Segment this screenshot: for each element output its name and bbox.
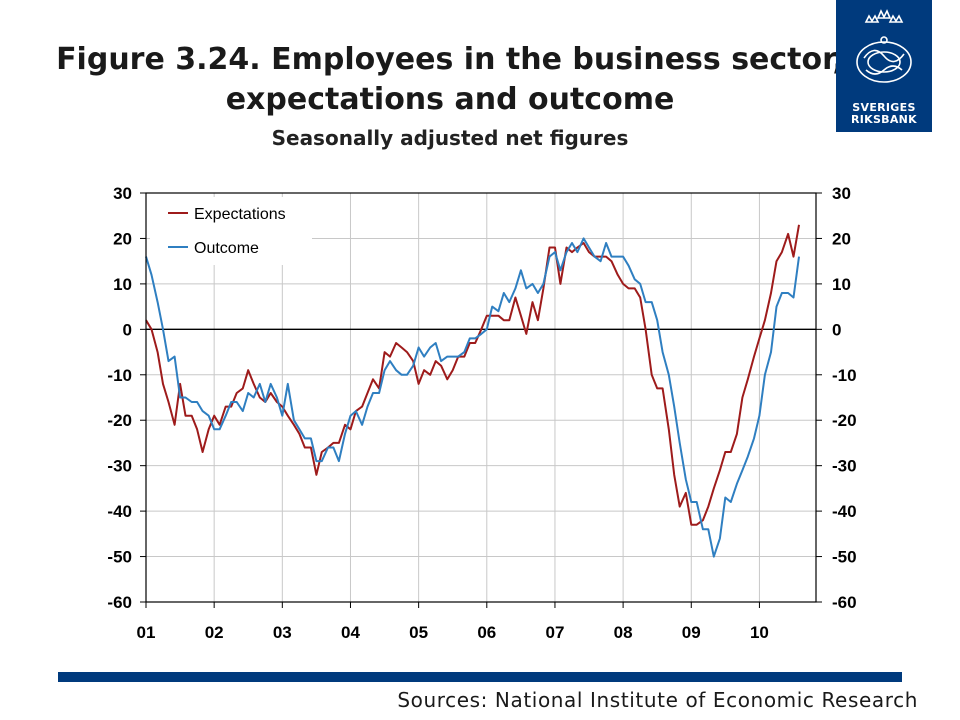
chart-title-line1: Figure 3.24. Employees in the business s… bbox=[56, 42, 844, 77]
x-tick-label: 05 bbox=[409, 623, 428, 642]
y-tick-label-left: -30 bbox=[107, 457, 132, 476]
y-tick-label-right: -50 bbox=[832, 548, 857, 567]
legend-background bbox=[150, 197, 312, 265]
series-layer bbox=[145, 224, 800, 558]
y-tick-label-left: -10 bbox=[107, 366, 132, 385]
y-tick-label-right: 10 bbox=[832, 275, 851, 294]
y-tick-label-right: -60 bbox=[832, 593, 857, 612]
x-tick-label: 03 bbox=[273, 623, 292, 642]
y-tick-label-right: -20 bbox=[832, 411, 857, 430]
y-tick-label-right: 30 bbox=[832, 184, 851, 203]
logo-text-line1: SVERIGES bbox=[852, 101, 916, 114]
x-tick-label: 04 bbox=[341, 623, 360, 642]
y-tick-label-right: -30 bbox=[832, 457, 857, 476]
chart-subtitle: Seasonally adjusted net figures bbox=[271, 126, 629, 150]
y-tick-label-right: -10 bbox=[832, 366, 857, 385]
x-tick-label: 10 bbox=[750, 623, 769, 642]
series-line-outcome bbox=[145, 237, 800, 558]
x-tick-label: 01 bbox=[137, 623, 156, 642]
y-tick-label-left: 0 bbox=[123, 320, 132, 339]
chart-title-line2: expectations and outcome bbox=[225, 82, 675, 117]
x-tick-label: 06 bbox=[477, 623, 496, 642]
legend: Expectations Outcome bbox=[150, 197, 312, 265]
source-note: Sources: National Institute of Economic … bbox=[397, 688, 918, 712]
x-tick-label: 09 bbox=[682, 623, 701, 642]
y-tick-label-left: 10 bbox=[113, 275, 132, 294]
y-tick-label-left: -50 bbox=[107, 548, 132, 567]
legend-label-outcome: Outcome bbox=[194, 240, 259, 257]
axes: 30 30 20 20 10 10 0 0 -10 -10 -20 -20 -30 -30 -40 -40 -5… bbox=[107, 184, 856, 642]
y-tick-label-right: 0 bbox=[832, 320, 841, 339]
y-tick-label-left: 30 bbox=[113, 184, 132, 203]
y-tick-label-left: -20 bbox=[107, 411, 132, 430]
legend-label-expectations: Expectations bbox=[194, 206, 286, 223]
y-tick-label-right: 20 bbox=[832, 229, 851, 248]
y-tick-label-left: 20 bbox=[113, 229, 132, 248]
plot-frame bbox=[145, 192, 817, 603]
series-line-expectations bbox=[145, 224, 800, 526]
crowns-emblem-icon bbox=[856, 9, 912, 83]
x-tick-label: 07 bbox=[545, 623, 564, 642]
x-tick-label: 02 bbox=[205, 623, 224, 642]
y-tick-label-left: -40 bbox=[107, 502, 132, 521]
footer-bar bbox=[58, 672, 902, 682]
y-tick-label-left: -60 bbox=[107, 593, 132, 612]
x-tick-label: 08 bbox=[614, 623, 633, 642]
riksbank-logo: SVERIGES RIKSBANK bbox=[836, 0, 932, 132]
y-tick-label-right: -40 bbox=[832, 502, 857, 521]
logo-text-line2: RIKSBANK bbox=[850, 113, 918, 126]
plot-border bbox=[145, 192, 817, 603]
